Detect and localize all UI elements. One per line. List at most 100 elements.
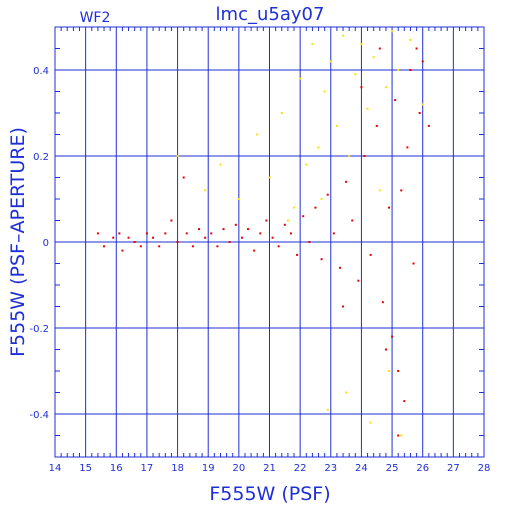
- data-point: [176, 241, 179, 243]
- data-point: [121, 249, 124, 252]
- data-point: [384, 86, 387, 89]
- data-point: [237, 198, 240, 200]
- tick-labels: 14 15 16 17 18 19 20 21 22 23 24 25 26 27 28 -0.4 -0.2 0 0…: [29, 66, 490, 474]
- data-point: [342, 305, 345, 308]
- data-point: [283, 223, 286, 226]
- data-point: [308, 241, 311, 243]
- data-point: [400, 434, 403, 437]
- data-point: [357, 279, 360, 282]
- tick-marks: [55, 26, 484, 458]
- data-point: [320, 198, 323, 200]
- data-point: [409, 69, 412, 71]
- data-points: [96, 30, 430, 437]
- chart-title: lmc_u5ay07: [216, 4, 325, 25]
- data-point: [397, 69, 400, 71]
- data-point: [391, 30, 394, 33]
- data-point: [158, 245, 161, 248]
- data-point: [277, 245, 280, 248]
- data-point: [372, 56, 375, 59]
- x-tick-label: 17: [141, 463, 154, 474]
- x-tick-label: 16: [110, 463, 123, 474]
- y-tick-label: 0: [43, 238, 49, 249]
- data-point: [216, 245, 219, 248]
- data-point: [323, 90, 326, 93]
- x-tick-label: 18: [171, 463, 184, 474]
- data-point: [375, 124, 378, 127]
- data-point: [354, 73, 357, 76]
- y-tick-label: 0.4: [33, 66, 49, 77]
- data-point: [204, 189, 207, 192]
- x-tick-label: 27: [447, 463, 460, 474]
- data-point: [293, 206, 296, 209]
- x-tick-label: 28: [478, 463, 491, 474]
- data-point: [394, 99, 397, 102]
- y-tick-label: -0.2: [29, 324, 49, 335]
- data-point: [311, 43, 314, 46]
- data-point: [391, 335, 394, 338]
- data-point: [198, 228, 201, 231]
- x-tick-label: 21: [263, 463, 276, 474]
- data-point: [345, 180, 348, 183]
- y-tick-label: -0.4: [29, 410, 49, 421]
- data-point: [228, 241, 231, 243]
- data-point: [351, 219, 354, 222]
- data-point: [384, 348, 387, 351]
- data-point: [320, 258, 323, 261]
- data-point: [152, 236, 155, 239]
- data-point: [204, 236, 207, 239]
- data-point: [342, 34, 345, 37]
- data-point: [388, 370, 391, 372]
- data-point: [403, 400, 406, 403]
- data-point: [369, 421, 372, 424]
- plot-frame: [54, 26, 485, 458]
- data-point: [397, 434, 400, 437]
- data-point: [335, 124, 338, 127]
- x-tick-label: 24: [355, 463, 368, 474]
- grid-lines: [55, 27, 484, 457]
- data-point: [415, 47, 418, 50]
- x-axis-label: F555W (PSF): [209, 483, 330, 505]
- data-point: [240, 236, 243, 239]
- x-tick-label: 26: [416, 463, 429, 474]
- data-point: [256, 133, 259, 136]
- data-point: [360, 86, 363, 89]
- data-point: [421, 60, 424, 63]
- data-point: [296, 253, 299, 256]
- data-point: [265, 219, 268, 222]
- data-point: [314, 206, 317, 209]
- x-tick-label: 14: [49, 463, 62, 474]
- data-point: [118, 232, 121, 235]
- data-point: [397, 370, 400, 372]
- data-point: [360, 43, 363, 46]
- data-point: [332, 232, 335, 235]
- data-point: [170, 219, 173, 222]
- data-point: [247, 228, 250, 231]
- y-axis-label: F555W (PSF–APERTURE): [7, 127, 29, 357]
- data-point: [299, 77, 302, 80]
- data-point: [271, 236, 274, 239]
- data-point: [280, 112, 283, 114]
- x-tick-label: 20: [232, 463, 245, 474]
- data-point: [145, 232, 148, 235]
- data-point: [289, 232, 292, 235]
- x-tick-label: 25: [386, 463, 399, 474]
- data-point: [427, 124, 430, 127]
- data-point: [317, 146, 320, 149]
- data-point: [381, 301, 384, 304]
- data-point: [219, 163, 222, 166]
- data-point: [421, 103, 424, 106]
- data-point: [305, 163, 308, 166]
- data-point: [176, 155, 179, 157]
- data-point: [378, 189, 381, 192]
- data-point: [363, 155, 366, 157]
- data-point: [388, 206, 391, 209]
- data-point: [96, 232, 99, 235]
- data-point: [210, 232, 213, 235]
- data-point: [268, 176, 271, 179]
- data-point: [345, 391, 348, 394]
- data-point: [164, 232, 167, 235]
- data-point: [418, 112, 421, 114]
- data-point: [369, 253, 372, 256]
- x-tick-label: 15: [79, 463, 92, 474]
